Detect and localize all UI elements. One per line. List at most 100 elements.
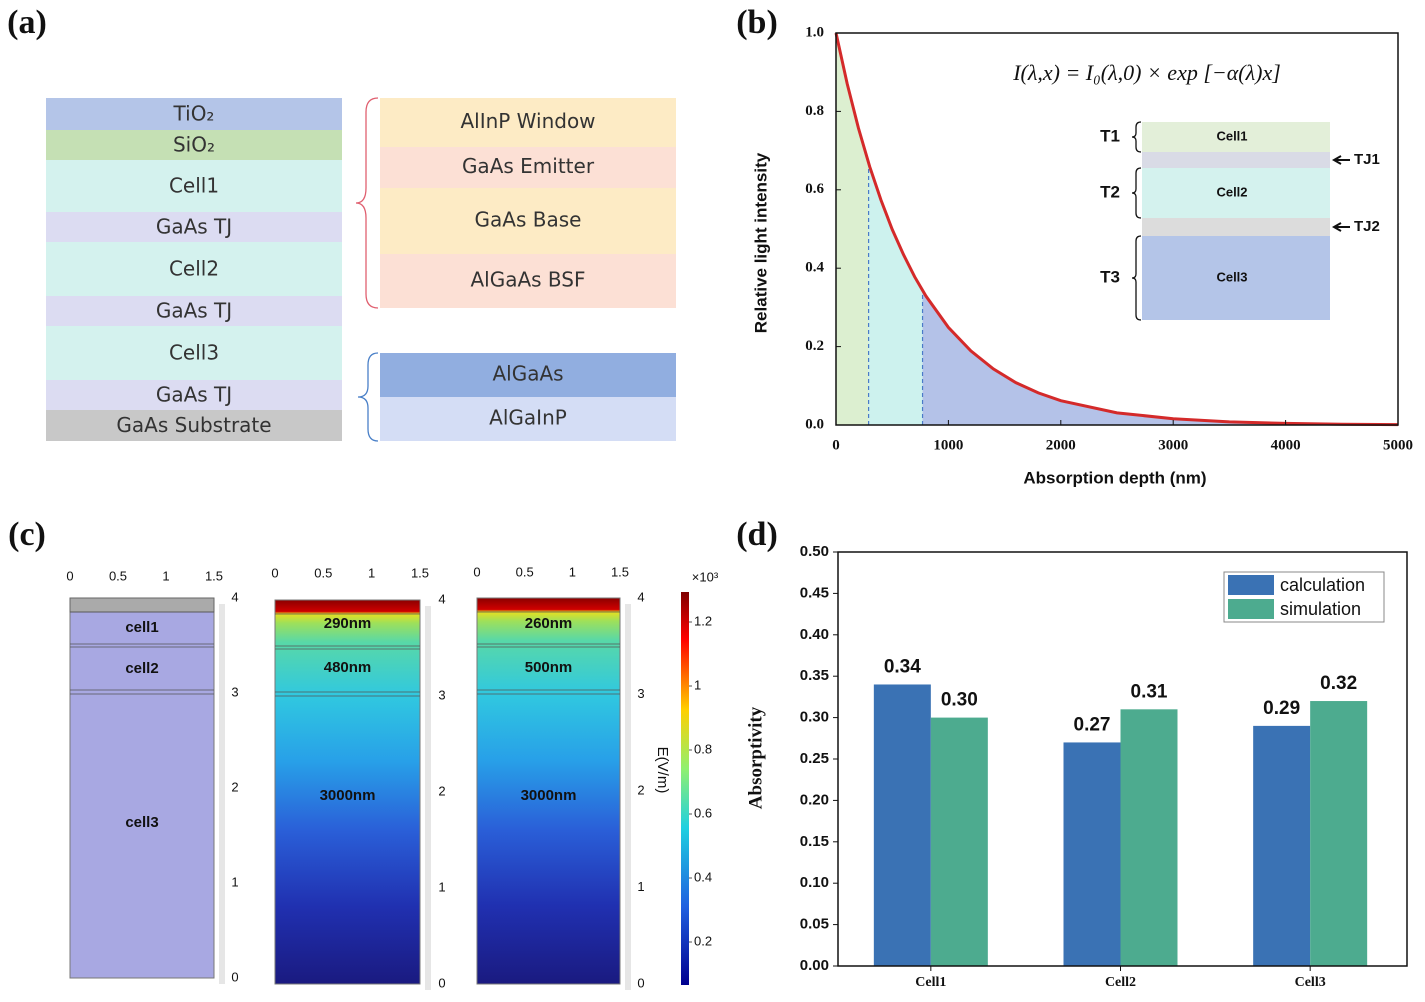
layer (380, 98, 676, 147)
side-strip (219, 604, 225, 984)
layer (380, 397, 676, 441)
value-label: 0.34 (884, 656, 921, 677)
x-tick-label: 0.5 (109, 568, 127, 583)
y-tick-label: 4 (231, 589, 238, 604)
y-tick-label: 4 (637, 589, 644, 604)
layer-label: GaAs TJ (156, 383, 232, 407)
x-tick-label: 0.5 (314, 565, 332, 580)
device-column (69, 597, 215, 979)
y-tick-label: 2 (231, 779, 238, 794)
inset-junction-label: TJ2 (1354, 218, 1380, 235)
layer-label: GaAs Emitter (462, 154, 595, 178)
shaded-region (868, 162, 923, 426)
bar (1120, 709, 1178, 966)
brace (1131, 121, 1142, 153)
colorbar-tick-label: 0.6 (694, 805, 712, 820)
layer-label: AlInP Window (460, 109, 595, 133)
layer-label: AlGaAs BSF (470, 268, 585, 292)
layer (46, 130, 342, 160)
plot-frame (835, 32, 1399, 426)
x-tick-label: 1 (368, 565, 375, 580)
y-tick-label: 4 (438, 591, 445, 606)
panel-label: (b) (736, 4, 778, 41)
y-axis-label: Absorptivity (745, 706, 766, 809)
y-tick-label: 1 (231, 874, 238, 889)
x-tick-label: 1000 (933, 437, 963, 453)
colorbar-label: E(V/m) (654, 747, 671, 794)
bar (1063, 742, 1121, 966)
y-tick-label: 0.2 (805, 338, 824, 354)
legend-label: simulation (1280, 599, 1361, 619)
y-tick-label: 0.35 (800, 667, 829, 684)
layer-label: GaAs TJ (156, 215, 232, 239)
colorbar (681, 592, 689, 985)
inset-layer-label: Cell1 (1216, 128, 1247, 143)
value-label: 0.27 (1074, 714, 1111, 735)
y-tick-label: 0.10 (800, 874, 829, 891)
colorbar-tick-label: 1 (694, 677, 701, 692)
colorbar-multiplier: ×10³ (692, 569, 719, 584)
layer-label: TiO₂ (173, 102, 215, 126)
arrow (1331, 155, 1350, 165)
brace (1131, 235, 1142, 321)
region-label: 290nm (324, 615, 372, 632)
y-tick-label: 0.15 (800, 833, 829, 850)
inset-layer (1142, 152, 1330, 168)
brace (357, 352, 379, 442)
inset-layer (1142, 168, 1330, 218)
y-tick-label: 0.4 (805, 260, 824, 276)
device-column (274, 599, 421, 985)
y-tick-label: 1 (438, 879, 445, 894)
x-tick-label: 1.5 (611, 564, 629, 579)
layer (46, 98, 342, 130)
legend-swatch (1228, 599, 1274, 619)
legend-swatch (1228, 575, 1274, 595)
panel-label: (c) (8, 516, 46, 553)
y-tick-label: 0.20 (800, 791, 829, 808)
value-label: 0.29 (1263, 698, 1300, 719)
x-tick-label: 1 (162, 568, 169, 583)
y-tick-label: 0.40 (800, 626, 829, 643)
layer (46, 296, 342, 326)
top-layers (69, 597, 215, 613)
layer (46, 160, 342, 212)
x-tick-label: 4000 (1271, 437, 1301, 453)
equation: I(λ,x) = I₀(λ,0) × exp [−α(λ)x] (1012, 60, 1281, 85)
x-tick-label: 1.5 (205, 568, 223, 583)
shaded-region (836, 33, 869, 425)
y-tick-label: 3 (438, 687, 445, 702)
y-tick-label: 0.25 (800, 750, 829, 767)
inset-group-label: T2 (1100, 182, 1120, 201)
x-tick-label: Cell2 (1105, 975, 1136, 990)
colorbar-tick-label: 0.2 (694, 933, 712, 948)
device-column (476, 597, 621, 985)
y-tick-label: 0.30 (800, 709, 829, 726)
layer-label: GaAs Substrate (116, 413, 271, 437)
x-tick-label: 1 (569, 564, 576, 579)
region-label: 3000nm (521, 787, 577, 804)
x-tick-label: Cell3 (1295, 975, 1326, 990)
panel-label: (a) (7, 4, 47, 41)
side-strip (425, 606, 431, 990)
y-tick-label: 0.50 (800, 543, 829, 560)
layer-label: GaAs TJ (156, 299, 232, 323)
y-tick-label: 0.8 (805, 103, 824, 119)
x-tick-label: 2000 (1046, 437, 1076, 453)
y-tick-label: 1 (637, 879, 644, 894)
inset-group-label: T3 (1100, 267, 1120, 286)
x-tick-label: 0 (832, 437, 840, 453)
layer-label: GaAs Base (475, 208, 582, 232)
y-tick-label: 0.05 (800, 916, 829, 933)
inset-layer-label: Cell3 (1216, 269, 1247, 284)
x-tick-label: 0 (271, 565, 278, 580)
legend-label: calculation (1280, 575, 1365, 595)
x-tick-label: 1.5 (411, 565, 429, 580)
arrow (1331, 222, 1350, 232)
y-axis-label: Relative light intensity (751, 152, 770, 333)
layer (46, 242, 342, 296)
layer (46, 410, 342, 441)
bar (873, 684, 931, 966)
y-tick-label: 1.0 (805, 24, 824, 40)
region-label: 3000nm (320, 787, 376, 804)
